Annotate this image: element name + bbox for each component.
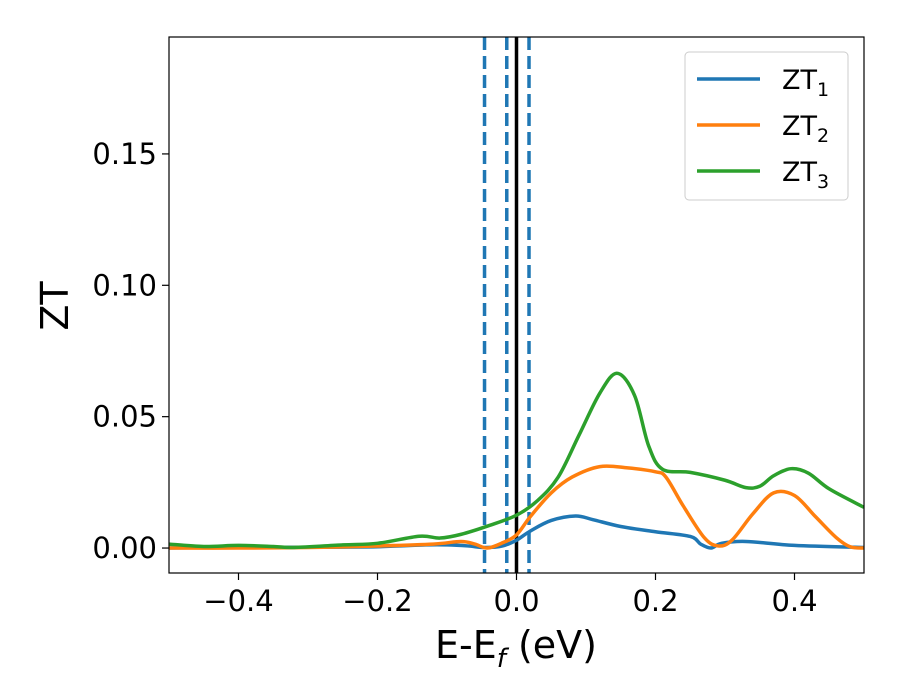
reference-lines bbox=[482, 37, 531, 573]
y-tick-label: 0.00 bbox=[92, 531, 157, 565]
x-axis-label-unit: (eV) bbox=[506, 623, 597, 667]
legend-label-zt1: ZT1 bbox=[782, 65, 829, 101]
x-tick-label: −0.2 bbox=[342, 584, 412, 618]
x-tick-label: 0.4 bbox=[771, 584, 817, 618]
legend: ZT1 ZT2 ZT3 bbox=[684, 51, 849, 201]
legend-label-zt2: ZT2 bbox=[782, 111, 829, 147]
y-axis-ticks: 0.00 0.05 0.10 0.15 bbox=[92, 137, 169, 565]
series-group bbox=[169, 371, 864, 550]
series-line-zt2 bbox=[169, 464, 864, 550]
x-tick-label: 0.0 bbox=[493, 584, 539, 618]
y-tick-label: 0.10 bbox=[92, 268, 157, 302]
x-axis-ticks: −0.4 −0.2 0.0 0.2 0.4 bbox=[203, 573, 818, 618]
x-axis-label: E-Ef (eV) bbox=[435, 623, 597, 674]
legend-label-zt3: ZT3 bbox=[782, 157, 829, 193]
x-tick-label: −0.4 bbox=[203, 584, 273, 618]
y-tick-label: 0.05 bbox=[92, 400, 157, 434]
y-tick-label: 0.15 bbox=[92, 137, 157, 171]
series-line-zt3 bbox=[169, 371, 864, 550]
y-axis-label: ZT bbox=[33, 281, 77, 331]
legend-box bbox=[684, 51, 849, 201]
x-tick-label: 0.2 bbox=[632, 584, 678, 618]
